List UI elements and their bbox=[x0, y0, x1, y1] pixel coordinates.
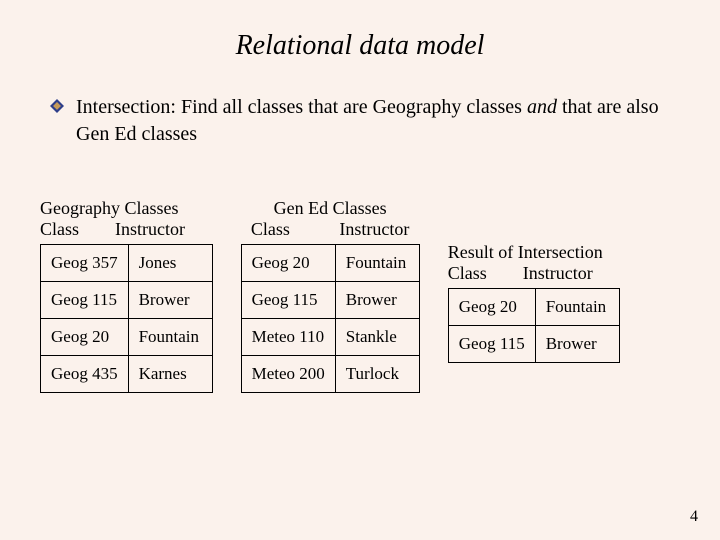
cell: Fountain bbox=[535, 289, 619, 326]
table-row: Geog 20Fountain bbox=[241, 245, 419, 282]
cell: Stankle bbox=[335, 319, 419, 356]
cell: Geog 20 bbox=[41, 319, 129, 356]
geog-table-block: Geography Classes Class Instructor Geog … bbox=[40, 198, 213, 393]
slide: Relational data model Intersection: Find… bbox=[0, 0, 720, 540]
cell: Geog 115 bbox=[41, 282, 129, 319]
cell: Fountain bbox=[335, 245, 419, 282]
result-table: Geog 20Fountain Geog 115Brower bbox=[448, 288, 620, 363]
table-row: Geog 357Jones bbox=[41, 245, 213, 282]
cell: Meteo 110 bbox=[241, 319, 335, 356]
cell: Turlock bbox=[335, 356, 419, 393]
bullet-prefix: Intersection: Find all classes that are … bbox=[76, 96, 527, 118]
cell: Karnes bbox=[128, 356, 212, 393]
bullet-text: Intersection: Find all classes that are … bbox=[76, 94, 680, 148]
gened-table-block: Gen Ed Classes Class Instructor Geog 20F… bbox=[241, 198, 420, 393]
table-row: Meteo 110Stankle bbox=[241, 319, 419, 356]
diamond-bullet-icon bbox=[50, 99, 64, 118]
page-number: 4 bbox=[690, 508, 698, 526]
result-caption: Result of Intersection Class Instructor bbox=[448, 242, 620, 284]
table-row: Meteo 200Turlock bbox=[241, 356, 419, 393]
geog-caption: Geography Classes Class Instructor bbox=[40, 198, 213, 240]
cell: Brower bbox=[128, 282, 212, 319]
cell: Geog 20 bbox=[448, 289, 535, 326]
result-table-block: Result of Intersection Class Instructor … bbox=[448, 242, 620, 363]
cell: Brower bbox=[335, 282, 419, 319]
gened-table: Geog 20Fountain Geog 115Brower Meteo 110… bbox=[241, 244, 420, 393]
gened-caption: Gen Ed Classes Class Instructor bbox=[241, 198, 420, 240]
geog-table: Geog 357Jones Geog 115Brower Geog 20Foun… bbox=[40, 244, 213, 393]
tables-region: Geography Classes Class Instructor Geog … bbox=[40, 198, 680, 393]
bullet-item: Intersection: Find all classes that are … bbox=[50, 94, 680, 148]
table-row: Geog 115Brower bbox=[241, 282, 419, 319]
slide-title: Relational data model bbox=[40, 30, 680, 62]
cell: Meteo 200 bbox=[241, 356, 335, 393]
table-row: Geog 115Brower bbox=[448, 326, 619, 363]
cell: Geog 435 bbox=[41, 356, 129, 393]
bullet-em: and bbox=[527, 96, 557, 118]
cell: Geog 357 bbox=[41, 245, 129, 282]
cell: Fountain bbox=[128, 319, 212, 356]
cell: Geog 115 bbox=[241, 282, 335, 319]
cell: Jones bbox=[128, 245, 212, 282]
table-row: Geog 435Karnes bbox=[41, 356, 213, 393]
cell: Geog 20 bbox=[241, 245, 335, 282]
cell: Geog 115 bbox=[448, 326, 535, 363]
table-row: Geog 20Fountain bbox=[41, 319, 213, 356]
cell: Brower bbox=[535, 326, 619, 363]
table-row: Geog 20Fountain bbox=[448, 289, 619, 326]
table-row: Geog 115Brower bbox=[41, 282, 213, 319]
